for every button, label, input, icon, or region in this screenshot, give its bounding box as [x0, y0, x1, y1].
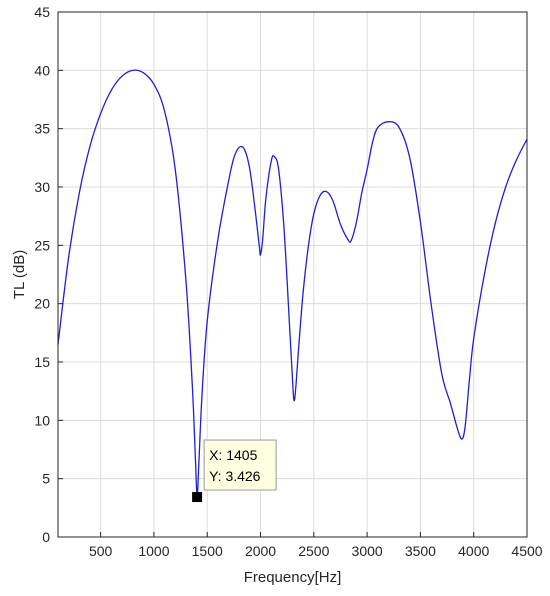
x-tick-label: 1500 [192, 543, 223, 559]
y-tick-label: 0 [42, 529, 50, 545]
y-tick-label: 45 [34, 4, 50, 20]
x-tick-label: 500 [89, 543, 113, 559]
datatip[interactable]: X: 1405 Y: 3.426 [192, 439, 277, 503]
x-tick-label: 3000 [352, 543, 383, 559]
datatip-marker[interactable] [192, 492, 203, 503]
datatip-y-label: Y: 3.426 [209, 468, 261, 484]
y-tick-label: 30 [34, 179, 50, 195]
y-tick-label: 15 [34, 354, 50, 370]
x-tick-label: 1000 [138, 543, 169, 559]
axes-box [57, 11, 528, 538]
series-layer [57, 69, 528, 498]
y-axis-label: TL (dB) [11, 250, 28, 299]
y-tick-label: 25 [34, 237, 50, 253]
y-tick-label: 10 [34, 412, 50, 428]
grid [58, 12, 527, 537]
x-tick-label: 2000 [245, 543, 276, 559]
datatip-x-label: X: 1405 [209, 447, 257, 463]
x-tick-label: 4000 [458, 543, 489, 559]
y-tick-label: 20 [34, 296, 50, 312]
x-tick-label: 3500 [405, 543, 436, 559]
y-tick-label: 35 [34, 121, 50, 137]
y-tick-label: 5 [42, 471, 50, 487]
y-tick-label: 40 [34, 62, 50, 78]
ticks: 500 1000 1500 2000 2500 3000 3500 4000 4500 0 5 10 1… [34, 4, 542, 559]
tl-series-line [57, 69, 528, 498]
x-tick-label: 2500 [298, 543, 329, 559]
datatip-box [203, 439, 277, 491]
x-tick-label: 4500 [511, 543, 542, 559]
x-axis-label: Frequency[Hz] [244, 569, 342, 586]
